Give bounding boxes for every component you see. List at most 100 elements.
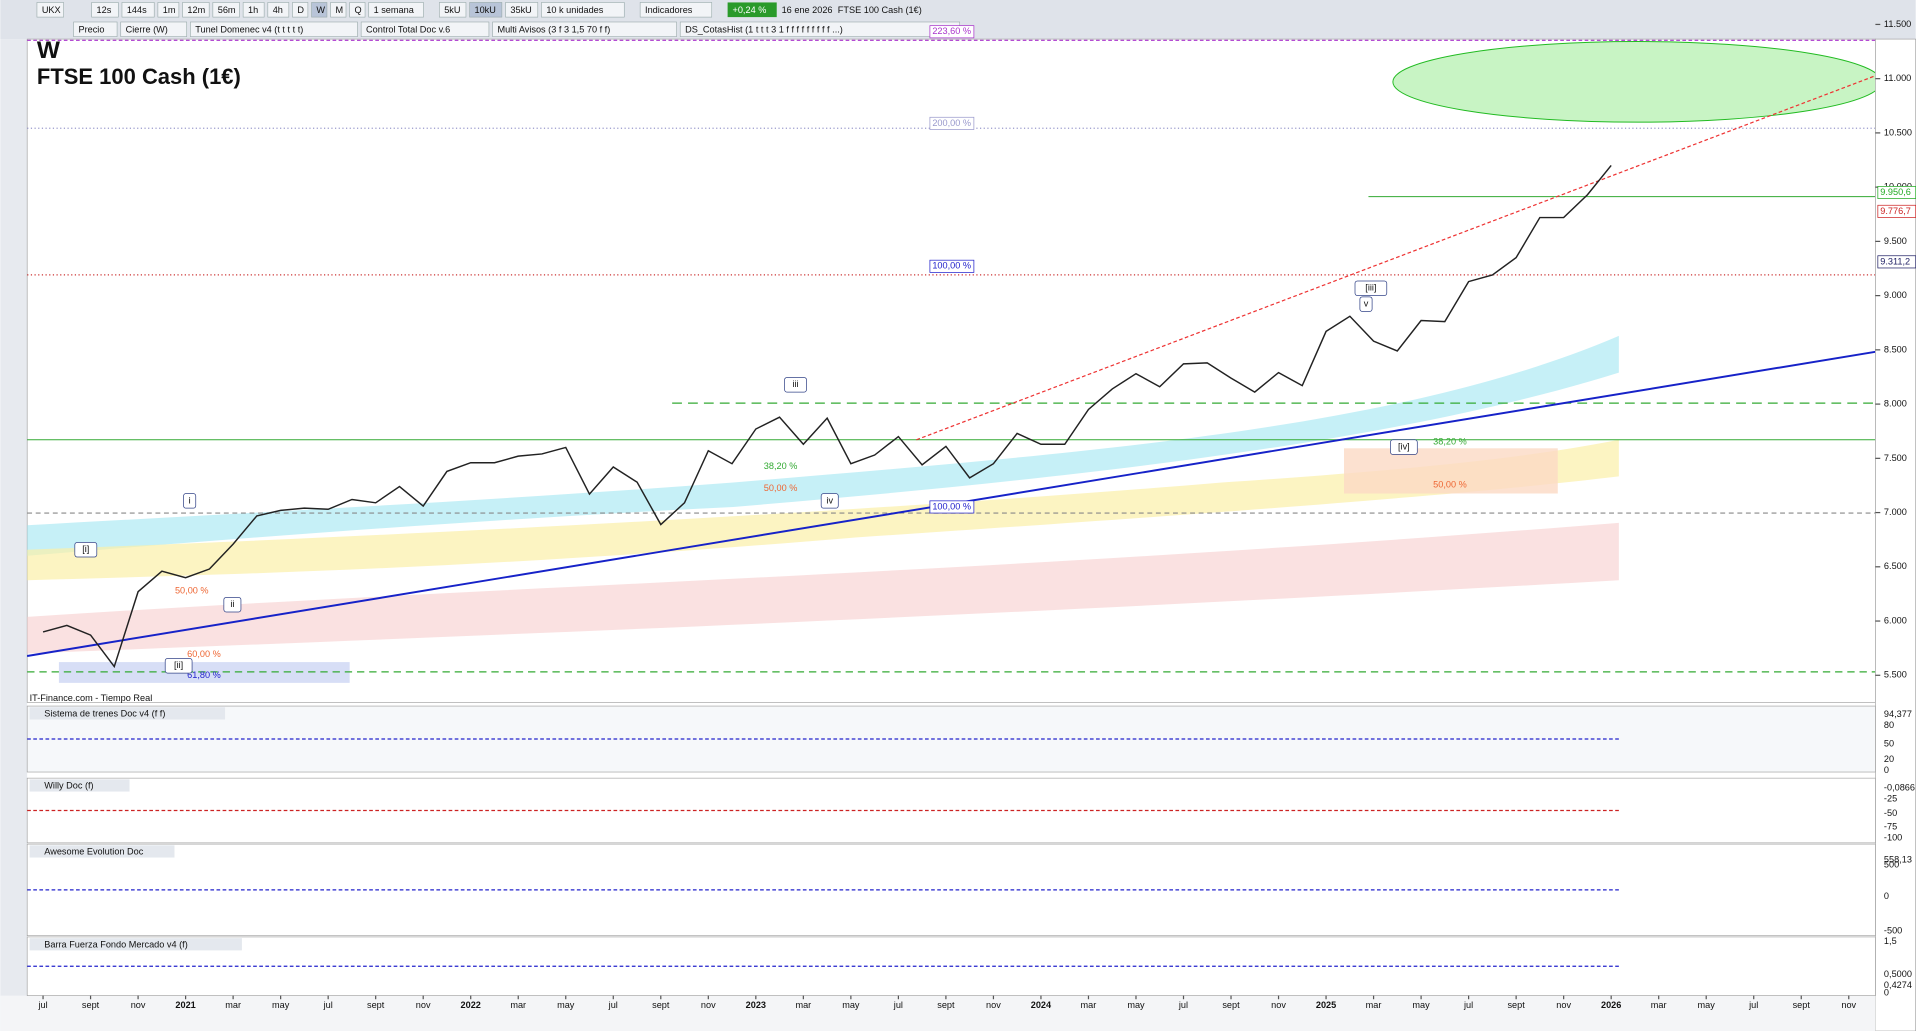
x-tick-label: jul	[608, 1000, 618, 1010]
toolbar-button[interactable]	[91, 2, 119, 18]
toolbar-button[interactable]	[368, 2, 424, 18]
x-tick-label: mar	[510, 1000, 526, 1010]
x-tick-label: may	[1698, 1000, 1716, 1010]
toolbar-button[interactable]	[639, 2, 713, 18]
pane-axis-label: 0,4274	[1884, 980, 1912, 990]
fib-label: 223,60 %	[932, 26, 971, 36]
toolbar-label: 1 semana	[374, 5, 415, 15]
toolbar-label: 10kU	[475, 5, 496, 15]
pink-band	[27, 522, 1619, 654]
pane-axis-label: 0	[1884, 765, 1889, 775]
price-axis	[1875, 38, 1916, 1032]
toolbar-button[interactable]	[492, 21, 677, 37]
cyan-band	[27, 335, 1619, 556]
wave-box	[1354, 280, 1388, 296]
toolbar-button[interactable]	[121, 2, 155, 18]
pane-axis-label: 0	[1884, 891, 1889, 901]
toolbar-button[interactable]	[469, 2, 503, 18]
x-tick-label: jul	[1178, 1000, 1188, 1010]
toolbar-button[interactable]	[360, 21, 490, 37]
toolbar-button[interactable]	[505, 2, 539, 18]
x-tick-label: sept	[652, 1000, 670, 1010]
toolbar-button[interactable]	[182, 2, 210, 18]
toolbar-label: Q	[355, 5, 362, 15]
toolbar-button[interactable]	[157, 2, 180, 18]
chart-title: FTSE 100 Cash (1€)	[37, 64, 241, 89]
toolbar-button[interactable]	[36, 2, 64, 18]
toolbar-button[interactable]	[242, 2, 265, 18]
x-tick-label: nov	[416, 1000, 431, 1010]
toolbar-label: Indicadores	[645, 5, 693, 15]
toolbar-label: Tunel Domenec v4 (t t t t t)	[195, 24, 303, 34]
yellow-band	[27, 439, 1619, 581]
wave-label: [iv]	[1398, 442, 1410, 452]
toolbar-button[interactable]	[541, 2, 625, 18]
pane-title-bg	[29, 938, 242, 951]
toolbar-button[interactable]	[120, 21, 188, 37]
pane-title-bg	[29, 707, 226, 720]
x-tick-label: may	[842, 1000, 860, 1010]
toolbar-button[interactable]	[292, 2, 309, 18]
pane-axis-label: -0,0866	[1884, 782, 1915, 792]
price-tag-label: 9.311,2	[1880, 256, 1910, 266]
toolbar-label: Multi Avisos (3 f 3 1,5 70 f f)	[497, 24, 610, 34]
toolbar-label: D	[297, 5, 304, 15]
x-tick-label: nov	[986, 1000, 1001, 1010]
toolbar-button[interactable]	[330, 2, 347, 18]
wave-box	[183, 493, 197, 509]
wave-box	[74, 542, 98, 558]
pane-axis-label: 80	[1884, 720, 1894, 730]
toolbar-button[interactable]	[311, 2, 328, 18]
toolbar-button[interactable]	[349, 2, 366, 18]
price-line	[42, 164, 1612, 669]
price-tag-label: 9.776,7	[1880, 206, 1911, 216]
y-tick-label: 6.000	[1884, 615, 1907, 625]
y-tick-label: 10.500	[1884, 127, 1912, 137]
change-badge	[727, 2, 777, 18]
toolbar-button[interactable]	[439, 2, 467, 18]
fib-label: 100,00 %	[932, 261, 971, 271]
x-tick-label: jul	[1748, 1000, 1758, 1010]
pane-axis-label: -75	[1884, 821, 1897, 831]
fib-tag	[929, 259, 975, 273]
pane-title: Sistema de trenes Doc v4 (f f)	[44, 708, 165, 718]
wave-box	[223, 596, 242, 613]
x-tick-label: may	[1127, 1000, 1145, 1010]
x-tick-label: sept	[1507, 1000, 1525, 1010]
y-tick-label: 8.000	[1884, 399, 1907, 409]
change: +0,24 %	[732, 5, 766, 15]
x-tick-label: 2021	[175, 1000, 195, 1010]
price-tag-label: 9.950,6	[1880, 187, 1911, 197]
x-tick-label: 2024	[1031, 1000, 1052, 1010]
left-toolbar	[0, 39, 28, 1032]
toolbar-label: M	[335, 5, 343, 15]
pane-title: Awesome Evolution Doc	[44, 846, 143, 856]
toolbar-label: 1m	[163, 5, 176, 15]
pane-axis-label: 558,13	[1884, 854, 1912, 864]
x-tick-label: jul	[1463, 1000, 1473, 1010]
y-tick-label: 11.500	[1884, 19, 1911, 29]
toolbar-label: 12s	[97, 5, 112, 15]
x-tick-label: sept	[1222, 1000, 1240, 1010]
toolbar-button[interactable]	[267, 2, 290, 18]
toolbar-button[interactable]	[212, 2, 240, 18]
x-tick-label: mar	[795, 1000, 811, 1010]
y-tick-label: 9.000	[1884, 290, 1907, 300]
x-tick-label: sept	[367, 1000, 385, 1010]
toolbar-button[interactable]	[73, 21, 118, 37]
wave-label: v	[1364, 299, 1369, 309]
x-tick-label: sept	[1793, 1000, 1811, 1010]
x-tick-label: sept	[82, 1000, 100, 1010]
toolbar-label: 5kU	[444, 5, 460, 15]
x-tick-label: mar	[1366, 1000, 1382, 1010]
instrument: FTSE 100 Cash (1€)	[838, 5, 922, 15]
wave-box	[1390, 439, 1418, 455]
toolbar-label: 35kU	[510, 5, 531, 15]
target-ellipse	[1392, 41, 1882, 123]
fib-tag	[929, 116, 975, 130]
pane-axis-label: 50	[1884, 738, 1894, 748]
fib-box	[1344, 448, 1558, 494]
y-tick-label: 7.000	[1884, 507, 1907, 517]
x-tick-label: 2023	[746, 1000, 766, 1010]
toolbar-button[interactable]	[190, 21, 358, 37]
